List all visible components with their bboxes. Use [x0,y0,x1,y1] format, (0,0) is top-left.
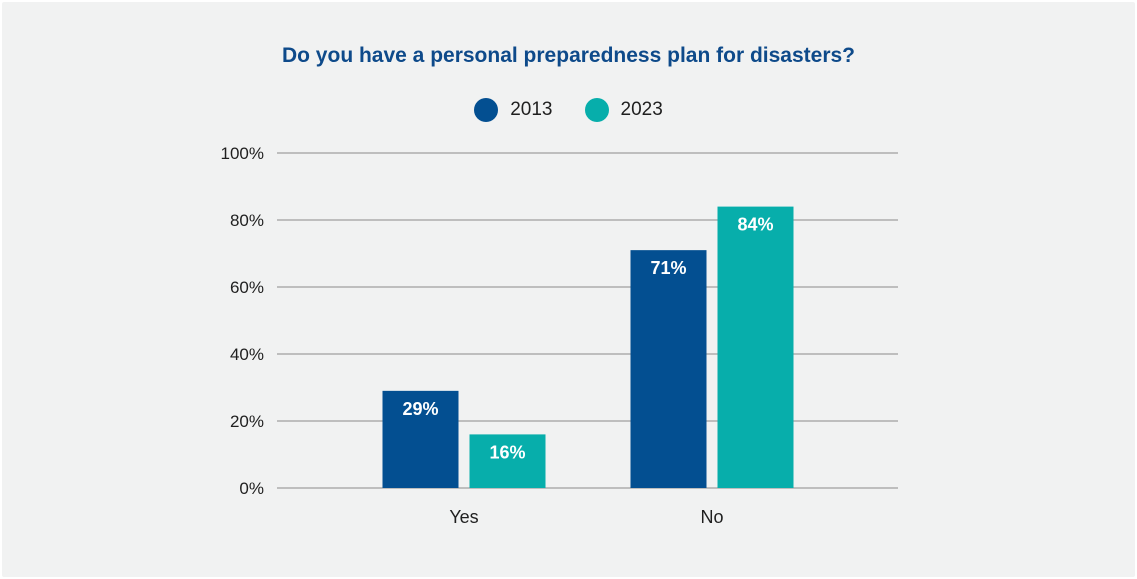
y-tick-label-20: 20% [230,412,264,431]
legend-item-2023: 2023 [584,98,663,122]
data-label-no-2023: 84% [737,215,773,235]
y-tick-label-0: 0% [239,479,264,498]
data-label-no-2013: 71% [650,258,686,278]
y-tick-label-80: 80% [230,211,264,230]
data-label-yes-2023: 16% [489,442,525,462]
data-label-yes-2013: 29% [402,399,438,419]
chart-legend: 2013 2023 [0,98,1137,122]
legend-swatch-2023 [584,98,609,122]
bar-no-2023 [717,206,794,488]
legend-label-2023: 2023 [620,99,663,120]
legend-label-2013: 2013 [510,99,553,120]
y-tick-label-100: 100% [221,144,264,163]
legend-item-2013: 2013 [474,98,553,122]
legend-swatch-2013 [474,98,499,122]
y-tick-label-40: 40% [230,345,264,364]
chart-title: Do you have a personal preparedness plan… [281,44,856,67]
bar-yes-2023 [469,434,546,488]
bar-yes-2013 [382,390,459,488]
y-tick-label-60: 60% [230,278,264,297]
category-label-yes: Yes [449,507,478,527]
category-label-no: No [700,507,723,527]
bar-no-2013 [630,250,707,488]
